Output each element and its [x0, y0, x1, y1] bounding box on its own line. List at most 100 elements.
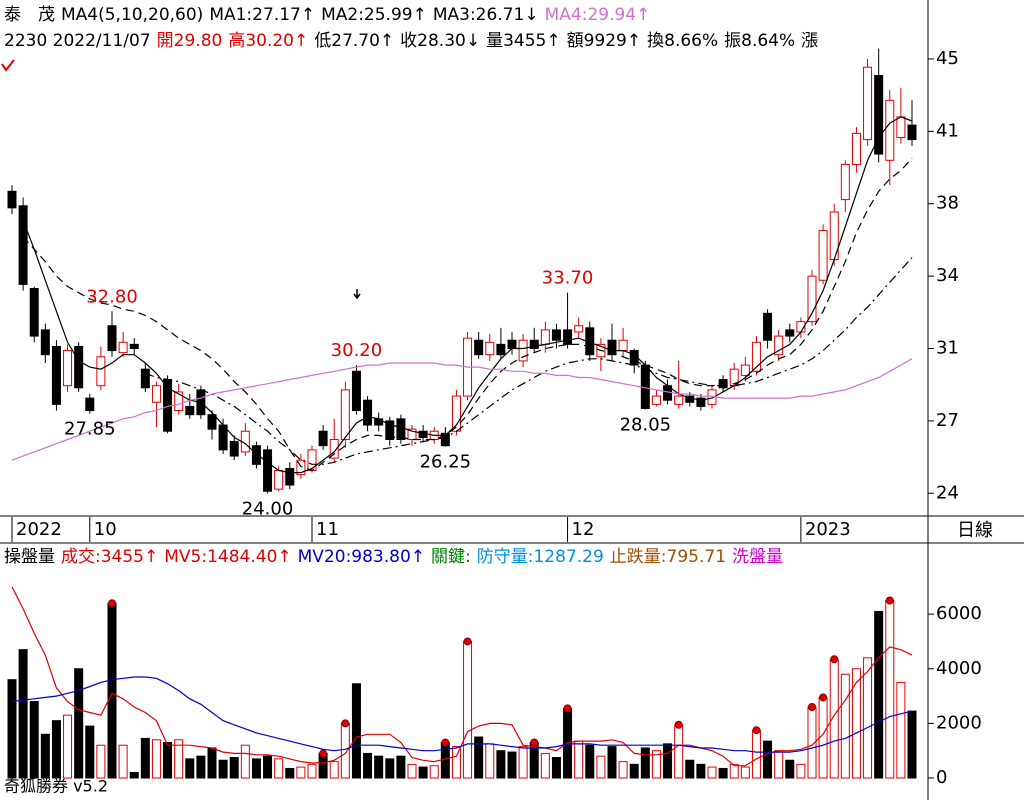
volume-bar — [618, 761, 628, 779]
candle-body — [63, 350, 73, 387]
candle-body — [174, 391, 184, 412]
candle-body — [263, 449, 273, 492]
volume-bar — [774, 750, 784, 779]
check-icon — [1, 59, 15, 72]
volume-bar — [507, 751, 517, 779]
volume-bar — [107, 602, 117, 779]
candle-body — [396, 418, 406, 441]
volume-dot — [441, 738, 450, 747]
volume-bar — [85, 725, 95, 779]
volume-dot — [885, 596, 894, 605]
candle-body — [185, 405, 195, 416]
y-tick-label: 41 — [936, 120, 959, 141]
volume-bar — [685, 759, 695, 779]
x-tick-label: 10 — [94, 519, 117, 540]
candle-body — [340, 389, 350, 441]
legend-item: MV5:1484.40↑ — [164, 547, 292, 567]
volume-bar — [674, 724, 684, 779]
volume-bar — [440, 742, 450, 779]
volume-dot — [341, 719, 350, 728]
volume-bar — [551, 757, 561, 779]
legend-item: MA4:29.94↑ — [544, 5, 651, 25]
candle-body — [763, 312, 773, 341]
volume-bar — [63, 714, 73, 779]
volume-bar — [829, 658, 839, 779]
quote-item: 額9929↑ — [566, 31, 642, 51]
volume-ma-line — [11, 676, 913, 753]
candle-body — [774, 335, 784, 356]
volume-bar — [351, 683, 361, 779]
quote-item: 漲 — [801, 31, 819, 51]
price-annotation: 33.70 — [542, 268, 594, 289]
volume-bar — [718, 767, 728, 779]
price-annotation: 24.00 — [242, 498, 294, 519]
stat-item: 止跌量:795.71 — [609, 547, 727, 567]
volume-bar — [29, 701, 39, 779]
candle-body — [840, 163, 850, 201]
candle-body — [7, 190, 17, 209]
candle-body — [29, 288, 39, 337]
candle-body — [529, 339, 539, 350]
legend-item: MV20:983.80↑ — [297, 547, 426, 567]
volume-label: 成交:3455↑ — [61, 547, 159, 567]
x-tick-label: 12 — [572, 519, 595, 540]
volume-bar — [485, 743, 495, 779]
y-tick-label: 24 — [936, 482, 959, 503]
volume-bar — [474, 736, 484, 779]
y-tick-label: 45 — [936, 48, 959, 69]
candle-body — [696, 397, 706, 407]
candle-body — [818, 230, 828, 281]
volume-bar — [307, 763, 317, 779]
volume-dot — [319, 749, 328, 758]
y-tick-label: 31 — [936, 338, 959, 359]
candle-body — [507, 339, 517, 350]
volume-dot — [752, 726, 761, 735]
candle-body — [563, 329, 573, 345]
volume-bar — [418, 766, 428, 779]
y-tick-label: 4000 — [936, 658, 982, 679]
volume-bar — [429, 765, 439, 779]
volume-bar — [174, 739, 184, 779]
volume-bar — [74, 668, 84, 779]
candle-body — [896, 116, 906, 139]
price-annotation: 32.80 — [86, 286, 138, 307]
volume-bar — [274, 758, 284, 779]
candle-body — [285, 467, 295, 486]
volume-dot — [108, 599, 116, 608]
stat-item: 關鍵: — [431, 547, 471, 567]
volume-bar — [796, 763, 806, 779]
volume-bar — [596, 755, 606, 779]
candle-body — [85, 397, 95, 412]
y-tick-label: 34 — [936, 265, 959, 286]
volume-bar — [874, 610, 884, 779]
quote-item: 2230 2022/11/07 — [4, 31, 151, 51]
candle-body — [785, 329, 795, 337]
quote-item: 收28.30↓ — [400, 31, 481, 51]
y-tick-label: 0 — [936, 767, 947, 788]
volume-bar — [118, 744, 128, 779]
volume-bar — [18, 649, 28, 779]
candle-body — [118, 341, 128, 354]
period-label: 日線 — [957, 520, 993, 541]
quote-item: 量3455↑ — [486, 31, 561, 51]
ma-line — [22, 116, 913, 474]
volume-bar — [640, 747, 650, 779]
volume-bar — [585, 744, 595, 779]
quote-item: 高30.20↑ — [228, 31, 309, 51]
candle-body — [51, 345, 61, 405]
candle-body — [351, 370, 361, 412]
volume-bar — [263, 755, 273, 779]
volume-dot — [563, 704, 572, 713]
candle-body — [574, 325, 584, 333]
candle-body — [474, 339, 484, 356]
volume-bar — [907, 710, 917, 779]
candle-body — [807, 275, 817, 323]
quote-item: 換8.66% — [647, 31, 719, 51]
volume-bar — [163, 742, 173, 779]
candle-body — [740, 364, 750, 376]
price-plot: 32.80 27.85 24.00 30.20 26.25 33.70 28.05 — [7, 48, 917, 519]
candle-body — [329, 439, 339, 459]
volume-bar — [363, 752, 373, 779]
candle-body — [885, 99, 895, 161]
